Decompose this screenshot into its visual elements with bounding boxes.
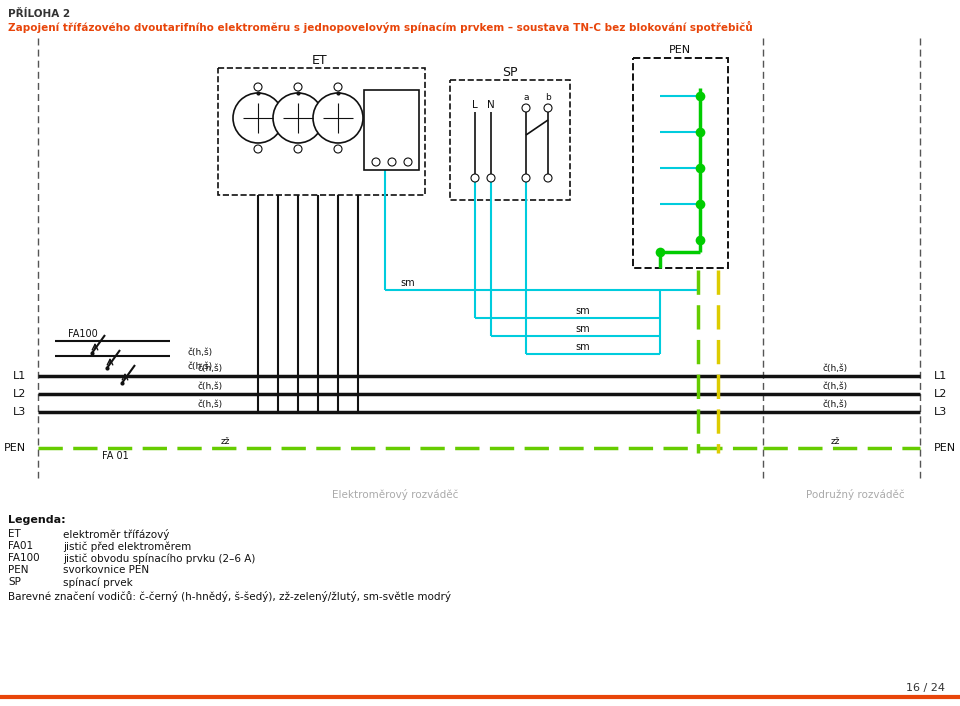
Text: L1: L1 [934, 371, 948, 381]
Circle shape [233, 93, 283, 143]
Text: FA100: FA100 [8, 553, 39, 563]
Circle shape [254, 83, 262, 91]
Text: Podružný rozváděč: Podružný rozváděč [805, 489, 904, 501]
Text: č(h,š): č(h,š) [198, 364, 223, 373]
Text: zž: zž [220, 436, 229, 445]
Text: b: b [545, 93, 551, 102]
Text: Legenda:: Legenda: [8, 515, 65, 525]
Text: jistič obvodu spínacího prvku (2–6 A): jistič obvodu spínacího prvku (2–6 A) [63, 553, 255, 563]
Text: L2: L2 [934, 389, 948, 399]
Circle shape [471, 174, 479, 182]
Circle shape [522, 174, 530, 182]
Text: č(h,š): č(h,š) [823, 383, 848, 392]
Text: č(h,š): č(h,š) [823, 364, 848, 373]
Circle shape [294, 83, 302, 91]
Text: Elektroměrový rozváděč: Elektroměrový rozváděč [332, 489, 458, 501]
Text: FA100: FA100 [68, 329, 98, 339]
Text: PŘÍLOHA 2: PŘÍLOHA 2 [8, 9, 70, 19]
Text: sm: sm [575, 342, 589, 352]
Bar [633, 58, 728, 268]
Bar [364, 90, 419, 170]
Text: SP: SP [502, 66, 517, 78]
Text: č(h,š): č(h,š) [823, 400, 848, 409]
Text: L3: L3 [934, 407, 948, 417]
Text: L1: L1 [12, 371, 26, 381]
Circle shape [487, 174, 495, 182]
Text: jistič před elektroměrem: jistič před elektroměrem [63, 541, 191, 551]
Circle shape [273, 93, 323, 143]
Text: 16 / 24: 16 / 24 [906, 683, 945, 693]
Text: sm: sm [575, 306, 589, 316]
Text: elektroměr třífázový: elektroměr třífázový [63, 529, 169, 540]
Text: SP: SP [8, 577, 21, 587]
Circle shape [522, 104, 530, 112]
Text: Barevné značení vodičů: č-černý (h-hnědý, š-šedý), zž-zelený/žlutý, sm-světle mo: Barevné značení vodičů: č-černý (h-hnědý… [8, 591, 451, 602]
Circle shape [544, 104, 552, 112]
Circle shape [294, 145, 302, 153]
Text: FA01: FA01 [8, 541, 34, 551]
Bar [218, 68, 425, 195]
Text: T1-2: T1-2 [380, 97, 402, 107]
Text: N: N [487, 100, 494, 110]
Text: Zapojení třífázového dvoutarifního elektroměru s jednopovelovým spínacím prvkem : Zapojení třífázového dvoutarifního elekt… [8, 21, 753, 33]
Circle shape [334, 145, 342, 153]
Circle shape [544, 174, 552, 182]
Circle shape [388, 158, 396, 166]
Text: L3: L3 [12, 407, 26, 417]
Circle shape [334, 83, 342, 91]
Circle shape [372, 158, 380, 166]
Text: PEN: PEN [934, 443, 956, 453]
Text: a: a [523, 93, 529, 102]
Text: L: L [472, 100, 478, 110]
Text: zž: zž [830, 436, 840, 445]
Text: č(h,š): č(h,š) [187, 361, 212, 371]
Text: č(h,š): č(h,š) [198, 383, 223, 392]
Text: PEN: PEN [669, 45, 691, 55]
Circle shape [254, 145, 262, 153]
Text: PEN: PEN [4, 443, 26, 453]
Text: č(h,š): č(h,š) [187, 349, 212, 357]
Text: sm: sm [575, 324, 589, 334]
Text: svorkovnice PEN: svorkovnice PEN [63, 565, 149, 575]
Text: L2: L2 [12, 389, 26, 399]
Text: ET: ET [312, 54, 327, 66]
Bar [450, 80, 570, 200]
Text: sm: sm [400, 278, 415, 288]
Text: ET: ET [8, 529, 21, 539]
Circle shape [404, 158, 412, 166]
Circle shape [313, 93, 363, 143]
Text: PEN: PEN [8, 565, 29, 575]
Text: č(h,š): č(h,š) [198, 400, 223, 409]
Text: FA 01: FA 01 [102, 451, 129, 461]
Text: spínací prvek: spínací prvek [63, 577, 132, 587]
